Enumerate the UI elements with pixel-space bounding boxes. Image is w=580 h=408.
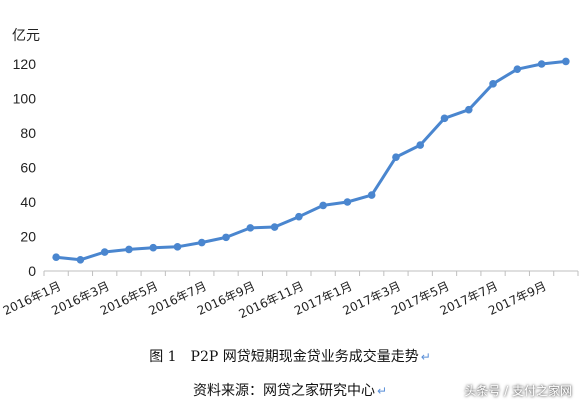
y-axis-ticks: 0 20 40 60 80 100 120	[13, 56, 37, 279]
data-point	[149, 243, 158, 252]
y-tick-label: 20	[20, 229, 36, 245]
data-point	[562, 57, 570, 66]
y-tick-label: 100	[13, 91, 37, 107]
data-point	[440, 114, 449, 123]
data-point	[125, 245, 133, 254]
series-points	[52, 57, 570, 264]
source-caption-text: 资料来源：网贷之家研究中心	[192, 383, 375, 399]
watermark: 头条号 / 支付之家网	[464, 384, 572, 398]
data-point	[197, 238, 206, 247]
data-point	[173, 243, 182, 251]
return-mark: ↵	[376, 384, 388, 398]
data-point	[416, 141, 425, 149]
y-tick-label: 60	[20, 160, 36, 176]
y-tick-label: 80	[20, 125, 36, 141]
data-point	[513, 65, 522, 73]
data-point	[537, 60, 546, 68]
y-tick-label: 120	[13, 56, 37, 72]
x-axis-tick-labels: 2016年1月2016年3月2016年5月2016年7月2016年9月2016年…	[1, 279, 549, 321]
series-line	[55, 59, 567, 262]
source-caption: 资料来源：网贷之家研究中心 ↵	[0, 380, 580, 400]
data-point	[246, 224, 255, 232]
y-tick-label: 0	[28, 263, 36, 279]
y-unit-label: 亿元	[12, 28, 40, 44]
data-point	[270, 223, 279, 231]
data-point	[222, 233, 230, 242]
line-chart: 亿元 0 20 40 60 80 100 120 2016年1月2016年3月2016年5月…	[1, 28, 579, 321]
data-point	[343, 198, 352, 206]
return-mark: ↵	[420, 350, 431, 364]
figure-caption-text: 图 1 P2P 网贷短期现金贷业务成交量走势	[149, 349, 419, 365]
data-point	[295, 212, 303, 221]
x-axis-tick-marks	[43, 271, 579, 276]
figure-caption: 图 1 P2P 网贷短期现金贷业务成交量走势 ↵	[0, 346, 580, 366]
data-point	[76, 255, 85, 264]
data-point	[52, 253, 60, 261]
data-point	[392, 153, 400, 161]
data-point	[367, 191, 376, 199]
data-point	[489, 80, 497, 88]
data-point	[100, 248, 109, 256]
data-point	[319, 201, 327, 210]
data-point	[464, 105, 473, 114]
y-tick-label: 40	[20, 194, 36, 210]
